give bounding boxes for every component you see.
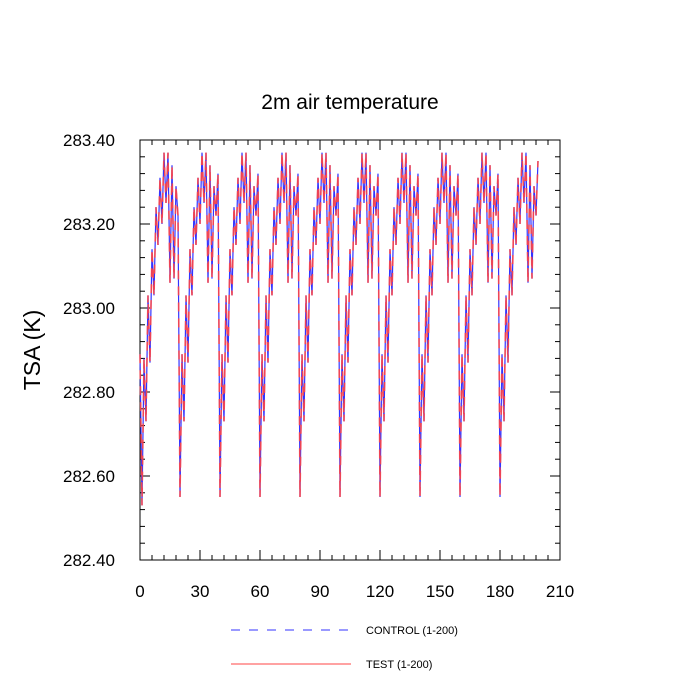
chart-title: 2m air temperature xyxy=(261,91,438,114)
series-group xyxy=(139,152,539,506)
x-tick-label: 180 xyxy=(486,582,514,601)
y-axis-label: TSA (K) xyxy=(19,310,45,391)
axis-ticks: 0 30 60 90 120 150 180 210 282.40 282.60 282.80 283… xyxy=(63,131,574,601)
x-tick-label: 60 xyxy=(251,582,270,601)
y-tick-label: 283.00 xyxy=(63,299,115,318)
legend-label-control: CONTROL (1-200) xyxy=(366,625,458,637)
legend: CONTROL (1-200) TEST (1-200) xyxy=(231,625,458,671)
legend-label-test: TEST (1-200) xyxy=(366,659,432,671)
y-tick-label: 282.60 xyxy=(63,467,115,486)
x-tick-label: 0 xyxy=(135,582,144,601)
x-tick-label: 90 xyxy=(311,582,330,601)
y-tick-label: 283.40 xyxy=(63,131,115,150)
y-tick-label: 282.80 xyxy=(63,383,115,402)
x-tick-label: 120 xyxy=(366,582,394,601)
series-line-test xyxy=(139,152,539,506)
y-tick-label: 283.20 xyxy=(63,215,115,234)
plot-frame xyxy=(139,139,561,561)
x-tick-label: 150 xyxy=(426,582,454,601)
x-tick-label: 210 xyxy=(546,582,574,601)
y-tick-label: 282.40 xyxy=(63,551,115,570)
x-tick-label: 30 xyxy=(191,582,210,601)
